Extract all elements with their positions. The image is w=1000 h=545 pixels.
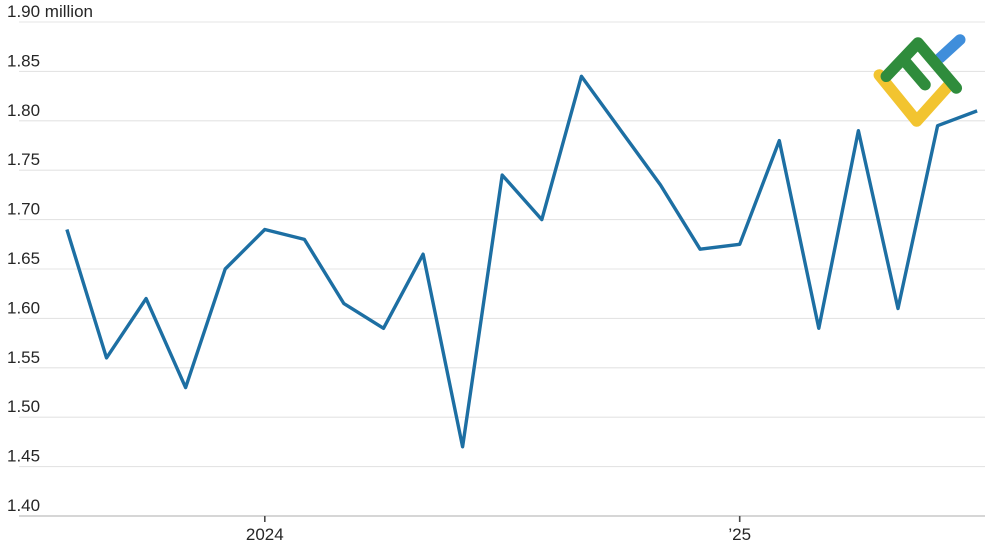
y-axis-label: 1.75 <box>7 150 40 169</box>
y-axis-label: 1.70 <box>7 200 40 219</box>
y-axis-label: 1.60 <box>7 298 40 317</box>
logo-blue-stroke-icon <box>934 34 966 64</box>
logo-green-chevron-icon <box>880 37 963 94</box>
data-line <box>65 74 978 449</box>
litefinance-logo-watermark <box>873 34 966 127</box>
y-axis-label: 1.80 <box>7 101 40 120</box>
y-axis-label: 1.45 <box>7 447 40 466</box>
y-axis-label: 1.85 <box>7 51 40 70</box>
y-axis-label: 1.40 <box>7 496 40 515</box>
x-axis-tick-label: 2024 <box>246 525 284 544</box>
y-axis-label: 1.90 million <box>7 2 93 21</box>
logo-green-branch-icon <box>899 55 931 91</box>
y-axis-label: 1.65 <box>7 249 40 268</box>
logo-yellow-chevron-icon <box>873 69 955 127</box>
y-axis-label: 1.55 <box>7 348 40 367</box>
y-axis-label: 1.50 <box>7 397 40 416</box>
x-axis-tick-label: ’25 <box>728 525 751 544</box>
